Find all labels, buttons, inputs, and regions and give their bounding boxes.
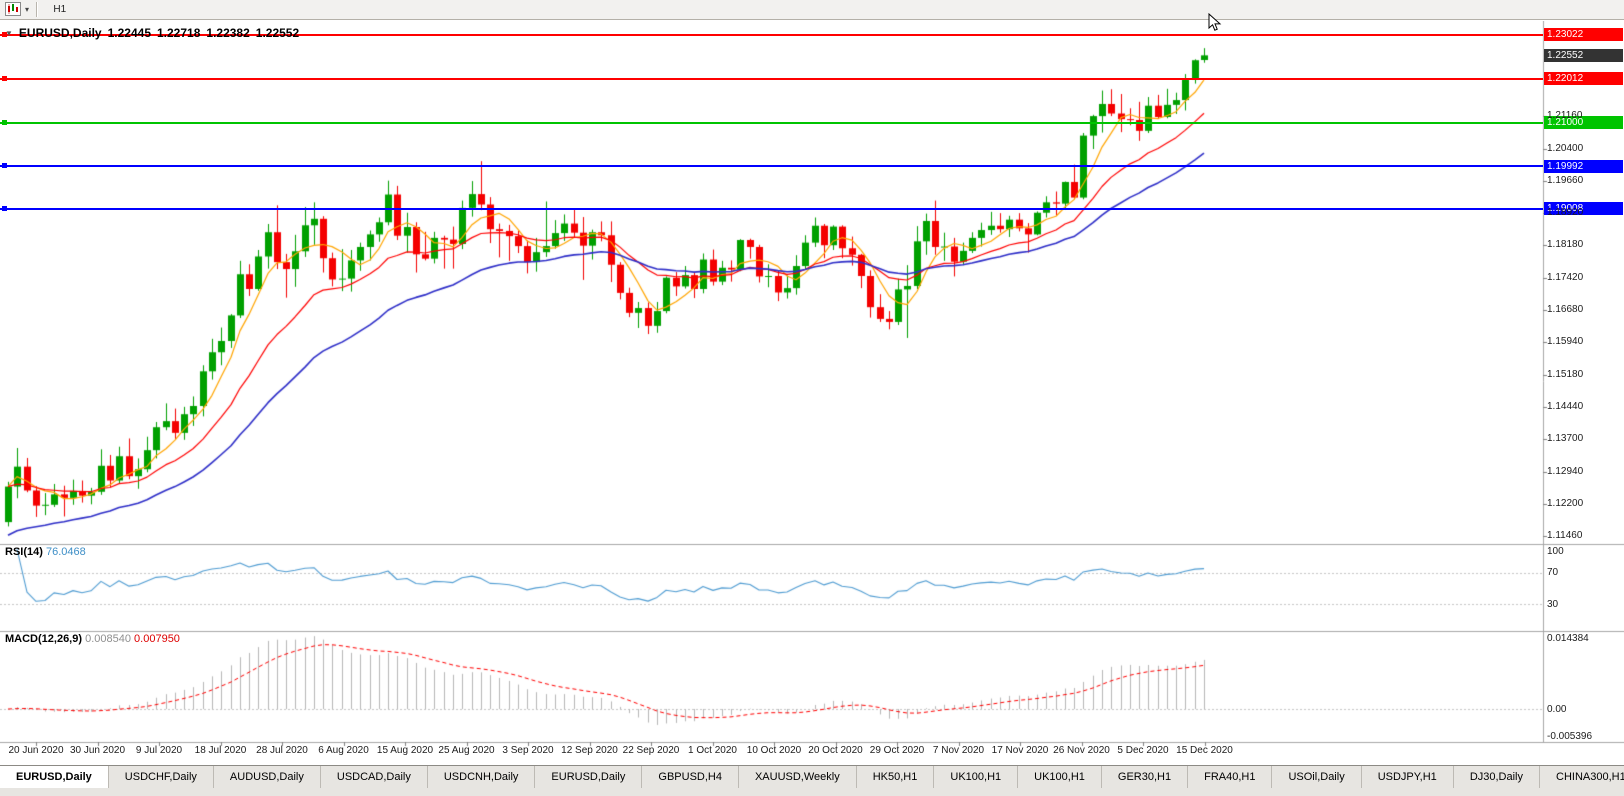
price-axis-label: 1.11460 <box>1547 530 1583 542</box>
chart-symbol-period: EURUSD,Daily <box>18 26 102 40</box>
price-axis-label: 1.12940 <box>1547 466 1584 478</box>
chart-tab-usdchf-daily[interactable]: USDCHF,Daily <box>108 766 214 788</box>
line-handle[interactable] <box>2 119 7 125</box>
price-axis-label: 1.19660 <box>1547 175 1584 187</box>
support-line[interactable] <box>0 119 1543 125</box>
date-axis-label: 3 Sep 2020 <box>502 745 554 756</box>
chart-tab-usdcad-daily[interactable]: USDCAD,Daily <box>320 766 428 788</box>
price-axis-label: 1.18920 <box>1547 207 1584 219</box>
price-axis-label: 1.17420 <box>1547 272 1584 284</box>
date-axis-label: 17 Nov 2020 <box>991 745 1049 756</box>
rsi-name: RSI(14) <box>5 546 43 558</box>
macd-hist-value: 0.008540 <box>85 633 131 645</box>
line-handle[interactable] <box>2 163 7 169</box>
date-axis-label: 20 Oct 2020 <box>808 745 863 756</box>
ohlc-close: 1.22552 <box>255 26 300 40</box>
price-axis-label: 1.14440 <box>1547 401 1584 413</box>
chart-tab-xauusd-weekly[interactable]: XAUUSD,Weekly <box>738 766 857 788</box>
date-axis-label: 5 Dec 2020 <box>1117 745 1169 756</box>
chart-tab-eurusd-daily[interactable]: EURUSD,Daily <box>535 766 643 788</box>
chart-toolbar: ▾ M1M5M15M30H1H4D1W1MN <box>0 0 1624 87</box>
price-axis-label: 1.20400 <box>1547 143 1584 155</box>
date-axis-label: 15 Aug 2020 <box>376 745 434 756</box>
macd-name: MACD(12,26,9) <box>5 633 83 645</box>
date-axis-label: 12 Sep 2020 <box>561 745 618 756</box>
timeframe-button-h1[interactable]: H1 <box>53 3 67 15</box>
price-axis-label: 1.16680 <box>1547 304 1584 316</box>
date-axis-label: 18 Jul 2020 <box>194 745 247 756</box>
chart-title: ▼ EURUSD,Daily 1.22445 1.22718 1.22382 1… <box>5 26 299 40</box>
toolbar-separator <box>36 2 39 17</box>
chart-tab-usdcnh-daily[interactable]: USDCNH,Daily <box>427 766 536 788</box>
chart-tab-hk50-h1[interactable]: HK50,H1 <box>856 766 935 788</box>
macd-signal-value: 0.007950 <box>134 633 180 645</box>
chart-tab-eurusd-daily[interactable]: EURUSD,Daily <box>0 766 109 788</box>
ohlc-open: 1.22445 <box>107 26 151 40</box>
chart-tab-usdjpy-h1[interactable]: USDJPY,H1 <box>1361 766 1454 788</box>
macd-indicator-label: MACD(12,26,9) 0.008540 0.007950 <box>5 633 180 645</box>
price-line-label: 1.22012 <box>1544 72 1623 86</box>
chart-tab-gbpusd-h4[interactable]: GBPUSD,H4 <box>642 766 739 788</box>
date-axis-label: 15 Dec 2020 <box>1176 745 1233 756</box>
chart-tab-ger30-h1[interactable]: GER30,H1 <box>1101 766 1189 788</box>
resistance-line[interactable] <box>0 31 1543 37</box>
date-axis-label: 9 Jul 2020 <box>135 745 183 756</box>
date-axis-label: 28 Jul 2020 <box>256 745 308 756</box>
date-axis-label: 6 Aug 2020 <box>318 745 369 756</box>
current-price-label: 1.22552 <box>1544 48 1623 62</box>
price-line-label: 1.19008 <box>1544 202 1623 216</box>
mouse-cursor-icon <box>1208 12 1222 38</box>
line-handle[interactable] <box>2 205 7 211</box>
candlestick-chart-icon[interactable] <box>3 1 23 18</box>
chart-type-dropdown-icon[interactable]: ▾ <box>25 5 30 14</box>
rsi-value: 76.0468 <box>45 546 86 558</box>
rsi-indicator-label: RSI(14) 76.0468 <box>5 546 86 558</box>
rsi-axis-label: 100 <box>1547 546 1564 557</box>
price-line-label: 1.19992 <box>1544 159 1623 173</box>
price-chart-canvas[interactable] <box>0 21 1624 765</box>
price-axis-label: 1.21160 <box>1547 110 1583 122</box>
date-axis-label: 25 Aug 2020 <box>438 745 495 756</box>
chart-tab-usoil-daily[interactable]: USOil,Daily <box>1272 766 1362 788</box>
support-line[interactable] <box>0 205 1543 211</box>
date-axis-label: 7 Nov 2020 <box>932 745 985 756</box>
chart-tab-china300-h1[interactable]: CHINA300,H1 <box>1540 766 1624 788</box>
rsi-axis-label: 70 <box>1547 567 1559 579</box>
date-axis-label: 26 Nov 2020 <box>1053 745 1110 756</box>
support-line[interactable] <box>0 163 1543 169</box>
date-axis-label: 1 Oct 2020 <box>688 745 737 756</box>
date-axis-label: 20 Jun 2020 <box>8 745 64 756</box>
date-axis-label: 10 Oct 2020 <box>746 745 802 756</box>
price-line-label: 1.21000 <box>1544 116 1623 130</box>
macd-axis-label: 0.00 <box>1547 703 1567 715</box>
date-axis-label: 30 Jun 2020 <box>69 745 126 756</box>
rsi-axis-label: 30 <box>1547 598 1559 610</box>
chart-tab-uk100-h1[interactable]: UK100,H1 <box>934 766 1019 788</box>
chart-tab-audusd-daily[interactable]: AUDUSD,Daily <box>213 766 321 788</box>
price-axis-label: 1.12200 <box>1547 498 1584 510</box>
ohlc-low: 1.22382 <box>206 26 250 40</box>
price-line-label: 1.23022 <box>1544 28 1623 42</box>
one-click-trading-arrow-icon[interactable]: ▼ <box>5 28 13 38</box>
macd-axis-label: -0.005396 <box>1547 731 1593 743</box>
date-axis-label: 22 Sep 2020 <box>622 745 680 756</box>
price-axis-label: 1.13700 <box>1547 433 1584 445</box>
line-handle[interactable] <box>2 75 7 81</box>
price-axis-label: 1.15940 <box>1547 336 1584 348</box>
ohlc-high: 1.22718 <box>157 26 201 40</box>
line-handle[interactable] <box>2 31 7 37</box>
price-axis-label: 1.18180 <box>1547 239 1584 251</box>
date-axis-label: 29 Oct 2020 <box>869 745 925 756</box>
chart-tab-fra40-h1[interactable]: FRA40,H1 <box>1188 766 1273 788</box>
resistance-line[interactable] <box>0 75 1543 81</box>
chart-tab-uk100-h1[interactable]: UK100,H1 <box>1018 766 1102 788</box>
chart-tab-bar: EURUSD,Daily USDCHF,Daily AUDUSD,Daily USDC… <box>0 765 1624 796</box>
macd-axis-label: 0.014384 <box>1547 633 1589 644</box>
price-axis-label: 1.15180 <box>1547 369 1584 381</box>
chart-tab-dj30-daily[interactable]: DJ30,Daily <box>1453 766 1540 788</box>
